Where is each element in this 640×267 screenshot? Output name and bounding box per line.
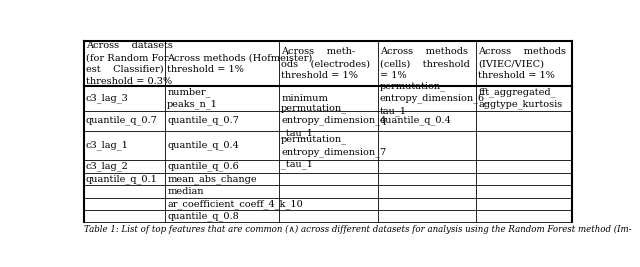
Text: permutation_
entropy_dimension_4
_tau_1: permutation_ entropy_dimension_4 _tau_1 — [281, 103, 387, 138]
Text: minimum: minimum — [281, 94, 328, 103]
Text: ar_coefficient_coeff_4_k_10: ar_coefficient_coeff_4_k_10 — [167, 199, 303, 209]
Text: quantile_q_0.4: quantile_q_0.4 — [380, 116, 452, 125]
Text: quantile_q_0.4: quantile_q_0.4 — [167, 140, 239, 150]
Text: quantile_q_0.6: quantile_q_0.6 — [167, 162, 239, 171]
Text: Across    datasets
(for Random For-
est    Classifier)
threshold = 0.3%: Across datasets (for Random For- est Cla… — [86, 41, 173, 86]
Text: quantile_q_0.8: quantile_q_0.8 — [167, 211, 239, 221]
Text: c3_lag_2: c3_lag_2 — [86, 162, 129, 171]
Text: Table 1: List of top features that are common (∧) across different datasets for : Table 1: List of top features that are c… — [84, 225, 632, 234]
Text: number_
peaks_n_1: number_ peaks_n_1 — [167, 87, 218, 109]
Text: quantile_q_0.7: quantile_q_0.7 — [167, 116, 239, 125]
Text: fft_aggregated_
aggtype_kurtosis: fft_aggregated_ aggtype_kurtosis — [479, 87, 563, 109]
Text: Across methods (Hofmeister)
threshold = 1%: Across methods (Hofmeister) threshold = … — [167, 53, 312, 74]
Text: permutation_
entropy_dimension_6_
tau_1: permutation_ entropy_dimension_6_ tau_1 — [380, 81, 490, 116]
Text: Across    methods
(cells)    threshold
= 1%: Across methods (cells) threshold = 1% — [380, 47, 470, 80]
Text: permutation_
entropy_dimension_7
_tau_1: permutation_ entropy_dimension_7 _tau_1 — [281, 135, 387, 169]
Text: c3_lag_3: c3_lag_3 — [86, 93, 129, 103]
Text: quantile_q_0.1: quantile_q_0.1 — [86, 174, 158, 184]
Text: quantile_q_0.7: quantile_q_0.7 — [86, 116, 158, 125]
Text: Across    meth-
ods    (electrodes)
threshold = 1%: Across meth- ods (electrodes) threshold … — [281, 47, 370, 80]
Text: median: median — [167, 187, 204, 196]
Text: c3_lag_1: c3_lag_1 — [86, 140, 129, 150]
Text: Across    methods
(IVIEC/VIEC)
threshold = 1%: Across methods (IVIEC/VIEC) threshold = … — [479, 47, 566, 80]
Text: mean_abs_change: mean_abs_change — [167, 174, 257, 184]
